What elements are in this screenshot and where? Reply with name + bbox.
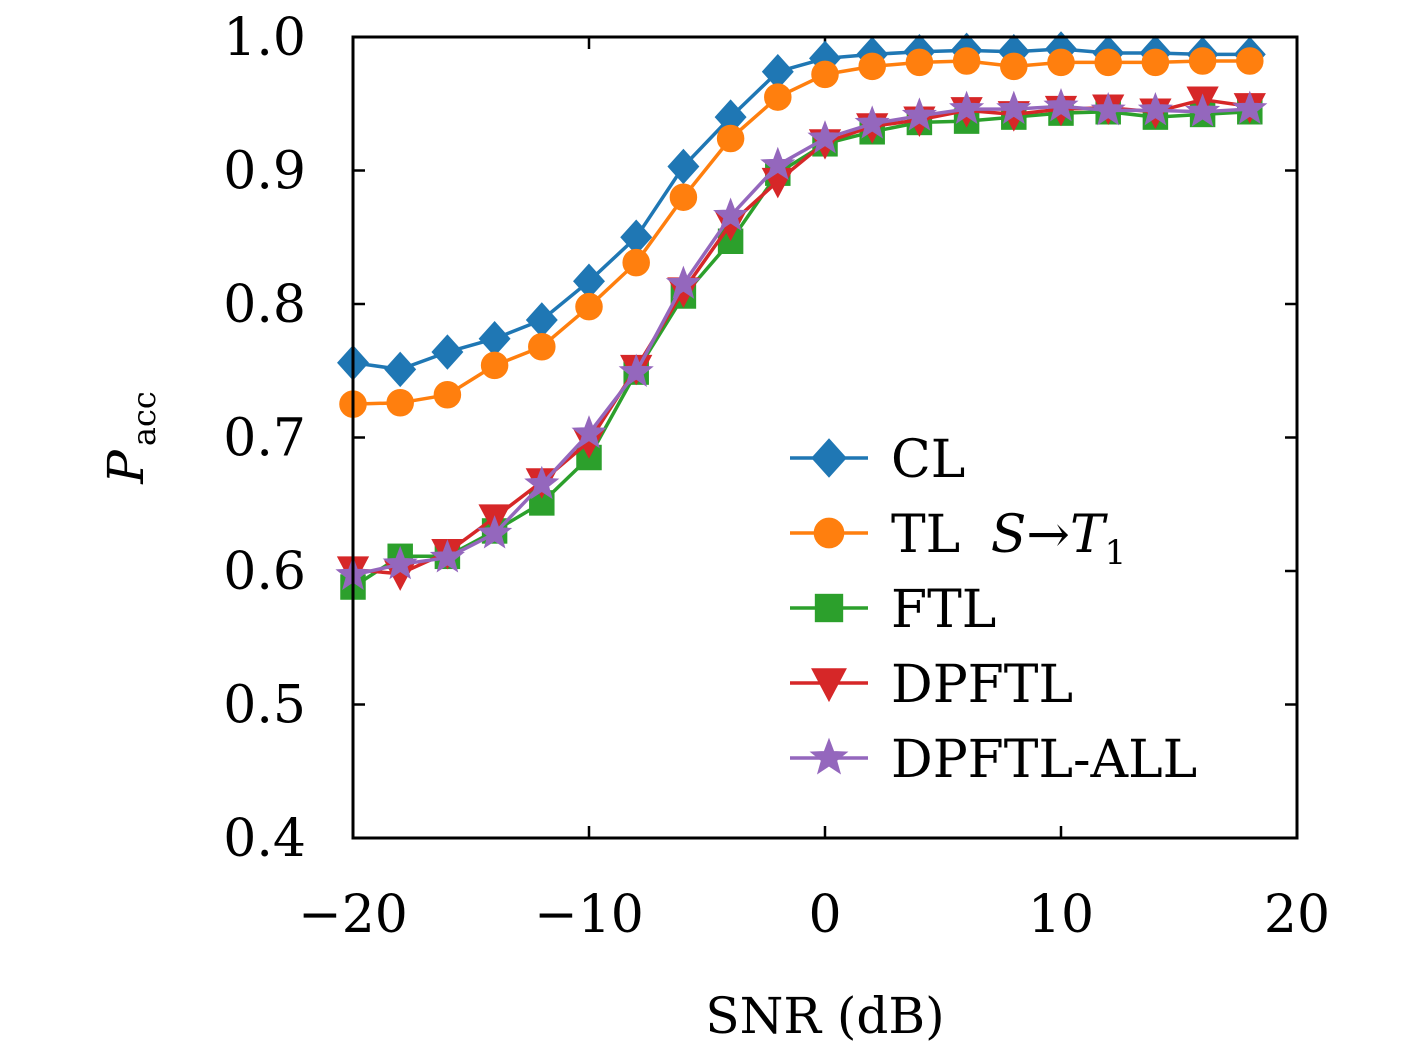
y-tick-label: 0.4 <box>223 809 306 869</box>
y-tick-label: 0.6 <box>223 542 306 602</box>
y-axis-title: Pacc <box>97 391 163 485</box>
marker-circle <box>1188 47 1217 75</box>
y-tick-label: 0.8 <box>223 275 306 335</box>
marker-diamond <box>478 320 511 357</box>
marker-star <box>665 265 701 299</box>
marker-circle <box>386 389 414 417</box>
marker-circle <box>1236 47 1264 75</box>
marker-star <box>1232 90 1268 124</box>
svg-text:Pacc: Pacc <box>97 391 163 485</box>
marker-circle <box>433 381 462 409</box>
axes-layer: −20 −10 0 10 20 0.4 0.5 0.6 0.7 0.8 0.9 1.0 <box>223 8 1330 945</box>
marker-circle <box>905 48 934 77</box>
marker-circle <box>858 52 886 81</box>
x-tick-label: −20 <box>298 885 408 945</box>
plot-frame <box>351 35 1299 840</box>
marker-diamond <box>811 438 847 478</box>
marker-square <box>814 593 844 623</box>
x-tick-label: 10 <box>1028 885 1094 945</box>
marker-circle <box>764 83 792 111</box>
marker-star <box>1090 91 1126 126</box>
marker-circle <box>669 183 698 211</box>
y-tick-label: 1.0 <box>223 8 306 68</box>
marker-star <box>713 197 749 231</box>
x-tick-label: 20 <box>1264 885 1330 945</box>
marker-star <box>1137 91 1173 126</box>
marker-diamond <box>525 302 558 338</box>
marker-triangle-down <box>811 668 847 703</box>
marker-circle <box>1047 48 1075 77</box>
marker-diamond <box>431 334 464 370</box>
x-axis-title: SNR (dB) <box>705 987 944 1045</box>
series-dpftl <box>336 86 1266 591</box>
marker-star <box>854 105 890 139</box>
series-tl-s-t1 <box>339 47 1264 418</box>
marker-star <box>429 539 465 573</box>
x-tick-label: 0 <box>808 885 841 945</box>
marker-star <box>807 120 843 154</box>
y-tick-label: 0.7 <box>223 409 306 469</box>
marker-circle <box>528 332 556 361</box>
marker-circle <box>1094 48 1122 77</box>
marker-circle <box>716 124 745 153</box>
legend-label: DPFTL-ALL <box>891 730 1197 790</box>
legend: CL TL S→T1 FTL DPFTL DPFTL-ALL <box>790 430 1197 790</box>
marker-circle <box>480 351 509 380</box>
legend-label: TL S→T1 <box>891 505 1126 573</box>
marker-star <box>901 97 937 131</box>
legend-item: DPFTL <box>790 655 1073 715</box>
series-layer <box>335 31 1268 600</box>
marker-circle <box>813 517 845 549</box>
legend-label: DPFTL <box>891 655 1073 715</box>
series-ftl <box>340 99 1263 600</box>
marker-star <box>760 146 796 181</box>
x-tick-label: −10 <box>534 885 644 945</box>
y-axis-title-sub: acc <box>125 391 163 446</box>
marker-star <box>1043 87 1079 122</box>
marker-diamond <box>384 351 417 388</box>
y-axis-title-main: P <box>97 449 155 485</box>
marker-circle <box>1141 48 1170 77</box>
series-dpftl-all <box>335 87 1268 590</box>
marker-circle <box>952 47 981 75</box>
marker-star <box>524 465 560 500</box>
marker-circle <box>1000 52 1028 81</box>
y-tick-label: 0.5 <box>223 676 306 736</box>
marker-star <box>949 90 985 124</box>
marker-circle <box>811 60 839 89</box>
legend-item: CL <box>790 430 965 490</box>
legend-item: TL S→T1 <box>790 505 1126 573</box>
marker-star <box>1185 93 1221 127</box>
legend-label: FTL <box>891 580 996 640</box>
marker-star <box>809 737 849 775</box>
marker-star <box>571 415 607 449</box>
y-tick-label: 0.9 <box>223 142 306 202</box>
marker-star <box>382 545 418 580</box>
marker-star <box>477 515 513 549</box>
legend-label: CL <box>891 430 965 490</box>
marker-star <box>618 353 654 387</box>
legend-item: FTL <box>790 580 996 640</box>
marker-circle <box>622 248 650 277</box>
marker-star <box>996 90 1032 124</box>
marker-circle <box>575 292 603 321</box>
legend-item: DPFTL-ALL <box>790 730 1197 790</box>
